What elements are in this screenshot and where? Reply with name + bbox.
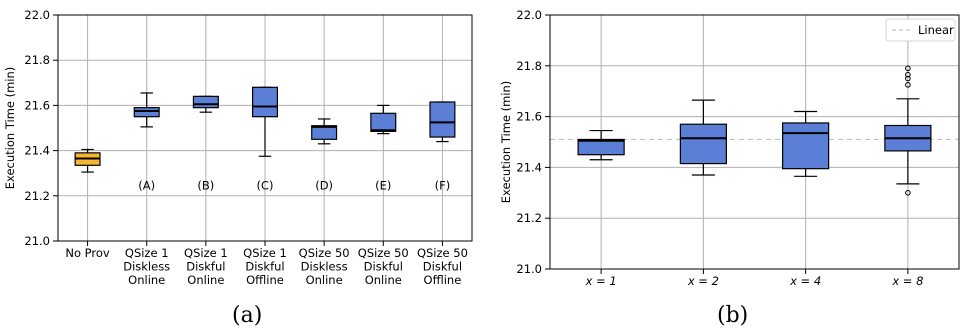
box-plot — [370, 104, 397, 135]
box-plot — [74, 148, 101, 173]
box — [133, 107, 160, 118]
box — [311, 125, 338, 140]
x-tick-label: QSize 50 Diskless Online — [299, 246, 350, 287]
y-tick-label: 22.0 — [516, 8, 542, 22]
outlier-point — [905, 71, 911, 78]
box-plot — [311, 118, 338, 145]
box-plot — [782, 110, 830, 177]
box — [192, 95, 219, 109]
x-tick-label: x = 1 — [585, 274, 617, 288]
x-tick-label: x = 8 — [891, 274, 923, 288]
legend: Linear — [885, 18, 956, 42]
caption-b: (b) — [717, 303, 749, 328]
box-annotation: (D) — [315, 179, 333, 193]
y-tick-label: 21.2 — [24, 189, 50, 203]
box-plot — [251, 86, 279, 157]
x-tick-label: QSize 1 Diskful Online — [184, 246, 228, 287]
box-annotation: (B) — [197, 179, 214, 193]
box-annotation: (E) — [375, 179, 391, 193]
box — [429, 101, 456, 138]
box — [577, 138, 625, 156]
box-plot — [679, 99, 727, 176]
chart-a: 21.0 21.2 21.4 21.6 21.8 22.0 No Prov QSize 1 Di… — [3, 8, 473, 287]
y-tick-label: 21.0 — [24, 234, 50, 248]
legend-label: Linear — [918, 23, 954, 37]
y-axis-label: Execution Time (min) — [499, 81, 513, 204]
box-annotation: (F) — [435, 179, 451, 193]
y-tick-label: 21.4 — [24, 144, 50, 158]
y-tick-label: 21.2 — [516, 211, 542, 225]
x-tick-label: QSize 50 Diskful Online — [358, 246, 409, 287]
y-tick-label: 21.8 — [24, 53, 50, 67]
plot-frame — [549, 14, 960, 270]
box-plot — [429, 101, 456, 143]
y-tick-label: 21.0 — [516, 262, 542, 276]
plot-frame — [57, 14, 473, 242]
box — [679, 123, 727, 165]
y-tick-label: 21.6 — [516, 110, 542, 124]
outlier-point — [905, 82, 911, 88]
caption-a: (a) — [232, 303, 263, 328]
y-tick-label: 21.6 — [24, 98, 50, 112]
y-axis-label: Execution Time (min) — [3, 67, 17, 190]
x-tick-label: QSize 1 Diskful Offline — [243, 246, 287, 287]
box-plot — [577, 129, 625, 161]
box-plot — [192, 95, 219, 113]
x-tick-label: x = 2 — [687, 274, 719, 288]
x-tick-label: QSize 1 Diskless Online — [123, 246, 170, 287]
box — [782, 122, 830, 170]
y-tick-label: 21.4 — [516, 160, 542, 174]
outlier-point — [905, 190, 911, 196]
x-tick-label: No Prov — [65, 246, 110, 260]
outlier-point — [905, 75, 911, 82]
x-tick-label: QSize 50 Diskful Offline — [417, 246, 468, 287]
box — [370, 112, 397, 132]
box-annotation: (C) — [256, 179, 273, 193]
x-tick-label: x = 4 — [789, 274, 821, 288]
y-tick-label: 21.8 — [516, 59, 542, 73]
box — [251, 86, 279, 118]
box-annotation: (A) — [138, 179, 155, 193]
y-tick-label: 22.0 — [24, 8, 50, 22]
legend-box — [885, 18, 956, 42]
chart-b: 21.0 21.2 21.4 21.6 21.8 22.0 x = 1 x = 2 x = 4 x… — [499, 8, 960, 288]
box-plot — [884, 65, 932, 196]
outlier-point — [905, 65, 911, 72]
box-plot — [133, 92, 160, 128]
